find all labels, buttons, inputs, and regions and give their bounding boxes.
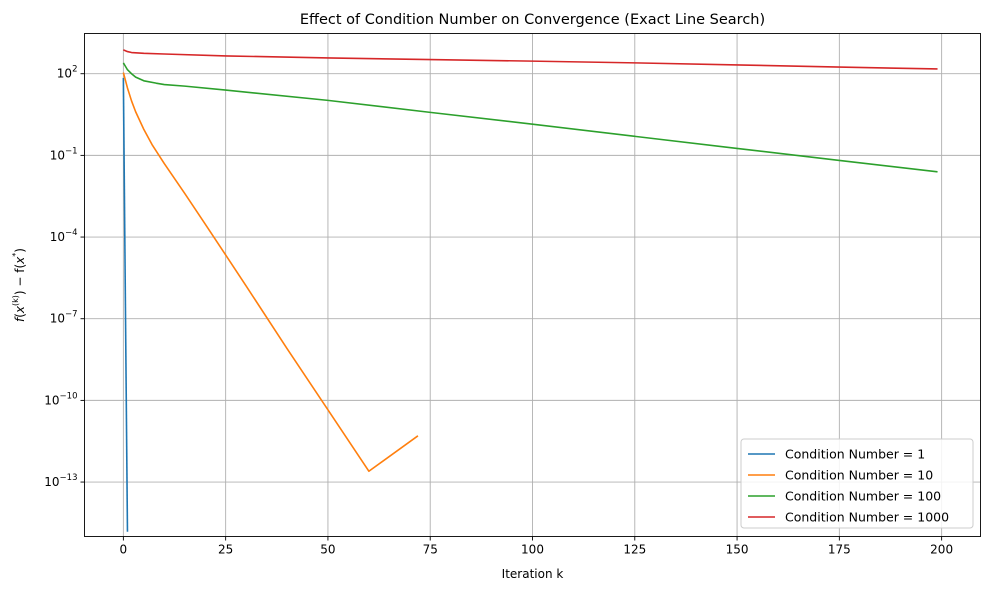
series-line-condition-number-10	[122, 72, 419, 473]
y-tick-label: 10−10	[44, 391, 77, 407]
x-tick-label: 0	[120, 543, 128, 557]
y-tick-label: 10−1	[50, 146, 78, 162]
y-tick-label: 102	[57, 65, 78, 81]
x-tick-label: 175	[828, 543, 851, 557]
legend-entries: Condition Number = 1 Condition Number = 1…	[748, 447, 949, 525]
y-label-f1: f	[13, 316, 27, 322]
y-tick-label: 10−7	[50, 310, 78, 326]
x-axis-ticks: 0 25 50 75 100 125 150 175 200	[120, 536, 953, 557]
y-label-sup1: (k)	[11, 295, 20, 306]
y-label-sup2: *	[11, 253, 20, 257]
legend-label: Condition Number = 1	[785, 447, 925, 462]
x-tick-label: 25	[218, 543, 233, 557]
y-tick-label: 10−4	[50, 228, 78, 244]
y-axis-ticks: 102 10−1 10−4 10−7 10−10 10−13	[44, 65, 85, 489]
series-line-condition-number-1000	[123, 49, 938, 70]
x-tick-label: 50	[320, 543, 335, 557]
x-tick-label: 200	[930, 543, 953, 557]
y-label-close: )	[13, 248, 27, 253]
chart-title: Effect of Condition Number on Convergenc…	[300, 12, 765, 28]
legend-label: Condition Number = 10	[785, 468, 933, 483]
y-label-open: (	[13, 313, 27, 318]
series-line-condition-number-1	[122, 77, 129, 532]
y-tick-label: 10−13	[44, 473, 77, 489]
legend: Condition Number = 1 Condition Number = 1…	[740, 438, 974, 529]
x-tick-label: 125	[623, 543, 646, 557]
plot-series	[122, 49, 938, 532]
legend-label: Condition Number = 1000	[785, 510, 949, 525]
y-label-x1: x	[13, 305, 27, 314]
legend-box	[740, 438, 974, 529]
legend-label: Condition Number = 100	[785, 489, 941, 504]
x-tick-label: 100	[521, 543, 544, 557]
x-axis-label: Iteration k	[502, 567, 564, 581]
y-axis-label: f(x(k)) − f(x*)	[11, 248, 27, 322]
x-tick-label: 150	[726, 543, 749, 557]
y-label-mid: ) − f(	[13, 264, 27, 295]
grid-lines	[84, 33, 981, 537]
series-line-condition-number-100	[122, 62, 938, 173]
x-tick-label: 75	[423, 543, 438, 557]
y-label-x2: x	[13, 256, 27, 265]
